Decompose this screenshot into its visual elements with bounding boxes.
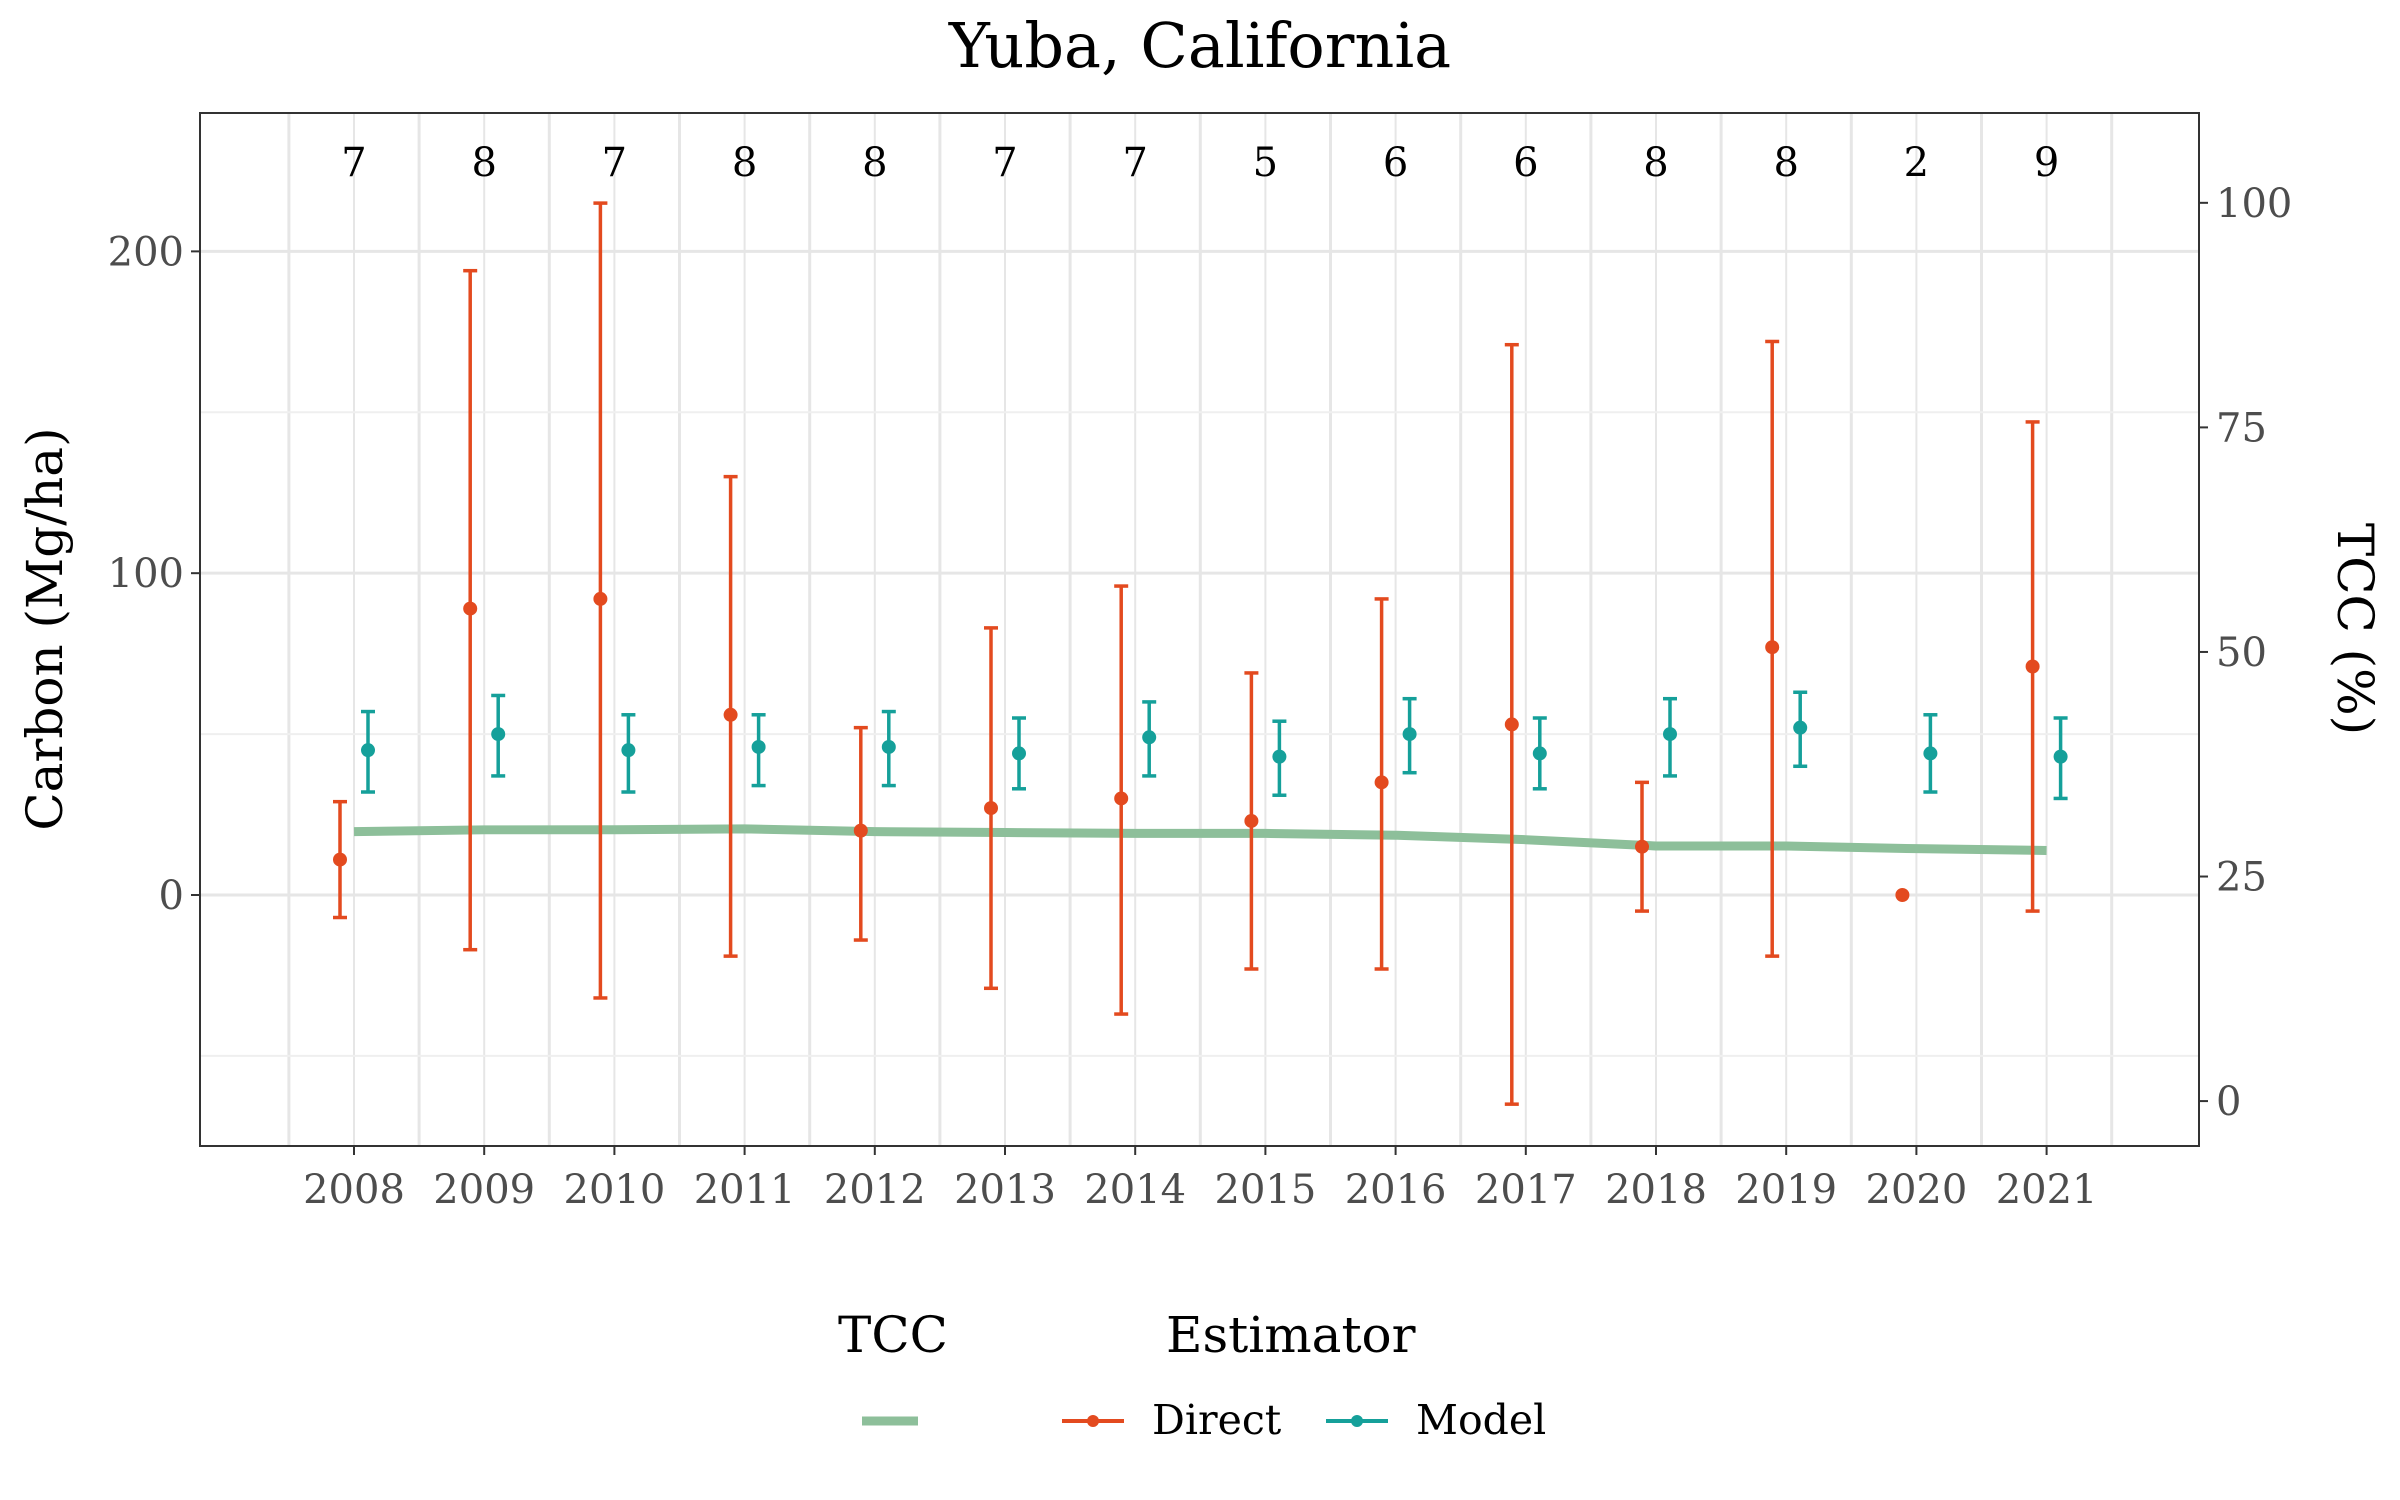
count-label: 8 (732, 140, 757, 186)
left-axis: 0 100 200 (108, 229, 200, 919)
plot-panel-border (199, 112, 2200, 1147)
legend-title-tcc: TCC (838, 1306, 948, 1364)
direct-point (2025, 659, 2040, 674)
gridlines (200, 113, 2199, 1146)
direct-point (1765, 640, 1780, 655)
x-axis-tick-label: 2016 (1345, 1167, 1447, 1213)
direct-point (1895, 887, 1910, 902)
model-point (1532, 746, 1547, 761)
x-axis-tick-label: 2009 (433, 1167, 535, 1213)
count-label: 7 (1122, 140, 1147, 186)
right-axis-tick-label: 100 (2216, 181, 2292, 227)
chart-title: Yuba, California (948, 9, 1451, 82)
direct-point (1374, 775, 1389, 790)
count-label: 7 (992, 140, 1017, 186)
x-axis-tick-label: 2017 (1475, 1167, 1577, 1213)
direct-point (333, 852, 347, 867)
right-axis: 0 25 50 75 100 (2199, 181, 2292, 1125)
direct-point (853, 823, 868, 838)
model-point (1402, 727, 1417, 742)
legend-key-direct-point (1087, 1415, 1099, 1427)
count-label: 5 (1253, 140, 1278, 186)
direct-point (1635, 839, 1649, 854)
x-axis-tick-label: 2014 (1084, 1167, 1186, 1213)
model-point (2053, 749, 2068, 764)
x-axis-tick-label: 2013 (954, 1167, 1056, 1213)
x-axis-tick-label: 2008 (303, 1167, 405, 1213)
count-label: 8 (471, 140, 496, 186)
left-axis-tick-label: 100 (108, 551, 184, 597)
count-label: 6 (1383, 140, 1408, 186)
left-axis-tick-label: 200 (108, 229, 184, 275)
left-axis-tick-label: 0 (159, 873, 184, 919)
x-axis-tick-label: 2012 (824, 1167, 926, 1213)
x-axis-tick-label: 2011 (694, 1167, 796, 1213)
model-point (1793, 720, 1808, 735)
direct-point (463, 601, 478, 616)
y-axis-label-left: Carbon (Mg/ha) (16, 427, 74, 830)
right-axis-tick-label: 0 (2216, 1079, 2241, 1125)
right-axis-tick-label: 50 (2216, 630, 2267, 676)
direct-point (1504, 717, 1519, 732)
model-point (1272, 749, 1287, 764)
model-point (751, 739, 766, 754)
model-point (881, 739, 896, 754)
count-label: 8 (1773, 140, 1798, 186)
tcc-line (353, 824, 2047, 855)
x-axis-tick-label: 2015 (1215, 1167, 1317, 1213)
model-point (1142, 730, 1157, 745)
direct-point (593, 591, 608, 606)
direct-point (1244, 813, 1259, 828)
count-label: 7 (341, 140, 366, 186)
count-label: 7 (602, 140, 627, 186)
x-axis-tick-label: 2021 (1996, 1167, 2098, 1213)
x-axis-tick-label: 2018 (1605, 1167, 1707, 1213)
model-point (491, 727, 506, 742)
legend-title-estimator: Estimator (1166, 1306, 1416, 1364)
count-label: 9 (2034, 140, 2059, 186)
direct-point (723, 707, 738, 722)
model-point (621, 743, 636, 758)
legend: TCC Estimator Direct Model (838, 1306, 1546, 1444)
x-axis-tick-label: 2020 (1866, 1167, 1968, 1213)
x-axis-tick-label: 2019 (1735, 1167, 1837, 1213)
count-label: 2 (1904, 140, 1929, 186)
model-point (1012, 746, 1026, 761)
legend-key-model-point (1351, 1415, 1363, 1427)
count-label: 8 (862, 140, 887, 186)
legend-label-model: Model (1416, 1396, 1546, 1444)
right-axis-tick-label: 75 (2216, 405, 2267, 451)
legend-label-direct: Direct (1152, 1396, 1282, 1444)
count-label: 8 (1643, 140, 1668, 186)
x-axis-tick-label: 2010 (564, 1167, 666, 1213)
model-point (1663, 727, 1677, 742)
count-labels: 7 8 7 8 8 7 7 5 6 6 8 8 2 9 (341, 140, 2059, 186)
direct-point (1114, 791, 1129, 806)
model-point (361, 743, 375, 758)
x-axis: 2008 2009 2010 2011 2012 2013 2014 2015 2016 2017… (303, 1146, 2097, 1213)
data-marks (333, 201, 2068, 1106)
y-axis-label-right: TCC (%) (2326, 523, 2384, 735)
right-axis-tick-label: 25 (2216, 855, 2267, 901)
model-point (1923, 746, 1938, 761)
count-label: 6 (1513, 140, 1538, 186)
direct-point (984, 801, 998, 816)
